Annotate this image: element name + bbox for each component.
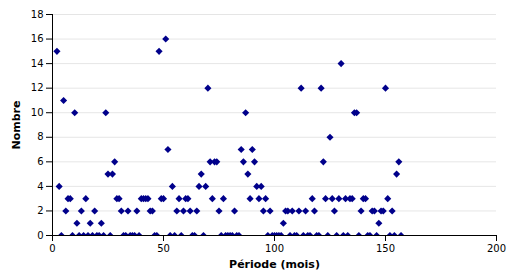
svg-text:6: 6 [37, 156, 43, 167]
svg-text:0: 0 [49, 243, 55, 254]
svg-text:150: 150 [376, 243, 395, 254]
svg-text:18: 18 [31, 9, 44, 20]
svg-text:4: 4 [37, 181, 43, 192]
svg-text:0: 0 [37, 230, 43, 241]
svg-text:50: 50 [157, 243, 170, 254]
svg-text:8: 8 [37, 131, 43, 142]
svg-text:10: 10 [31, 107, 44, 118]
svg-text:14: 14 [31, 58, 44, 69]
svg-text:2: 2 [37, 205, 43, 216]
svg-text:Nombre: Nombre [10, 101, 23, 150]
svg-text:Période (mois): Période (mois) [229, 258, 320, 271]
svg-text:12: 12 [31, 82, 44, 93]
svg-text:100: 100 [265, 243, 284, 254]
svg-text:16: 16 [31, 33, 44, 44]
svg-text:200: 200 [487, 243, 506, 254]
